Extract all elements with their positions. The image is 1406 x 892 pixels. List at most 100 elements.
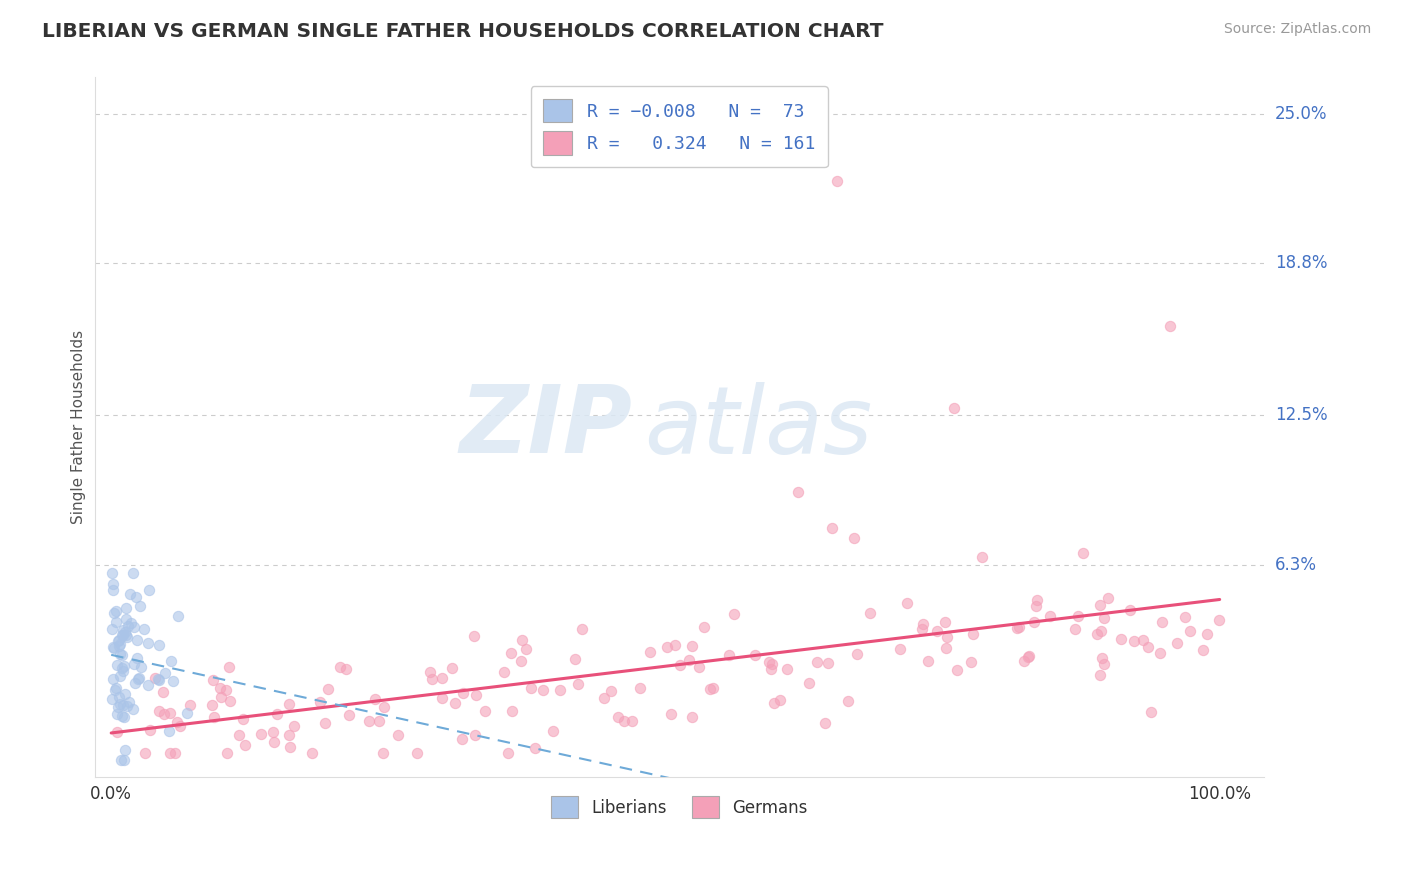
Point bbox=[118, 587, 141, 601]
Point bbox=[101, 576, 124, 591]
Text: LIBERIAN VS GERMAN SINGLE FATHER HOUSEHOLDS CORRELATION CHART: LIBERIAN VS GERMAN SINGLE FATHER HOUSEHO… bbox=[42, 22, 884, 41]
Point bbox=[112, 628, 135, 642]
Point bbox=[163, 746, 186, 760]
Point bbox=[444, 696, 467, 710]
Point bbox=[107, 639, 129, 653]
Point bbox=[112, 623, 135, 637]
Point bbox=[474, 704, 496, 718]
Point bbox=[134, 746, 156, 760]
Point bbox=[111, 628, 134, 642]
Point bbox=[110, 647, 132, 661]
Point bbox=[167, 609, 190, 624]
Point bbox=[131, 660, 153, 674]
Point bbox=[101, 672, 124, 686]
Point bbox=[1008, 620, 1031, 634]
Point bbox=[112, 665, 135, 679]
Point bbox=[1071, 546, 1094, 560]
Point bbox=[451, 685, 474, 699]
Point bbox=[717, 648, 740, 663]
Point bbox=[607, 710, 630, 724]
Point bbox=[122, 620, 145, 634]
Point bbox=[316, 681, 339, 696]
Point bbox=[638, 645, 661, 659]
Point bbox=[628, 681, 651, 695]
Point bbox=[118, 695, 141, 709]
Point bbox=[108, 669, 131, 683]
Text: atlas: atlas bbox=[644, 382, 873, 473]
Point bbox=[263, 734, 285, 748]
Point bbox=[806, 656, 828, 670]
Point bbox=[942, 401, 965, 415]
Point bbox=[1039, 608, 1062, 623]
Point bbox=[1166, 635, 1188, 649]
Point bbox=[122, 566, 145, 580]
Point bbox=[419, 665, 441, 679]
Point bbox=[115, 612, 138, 626]
Point bbox=[232, 712, 254, 726]
Point bbox=[148, 673, 170, 687]
Point bbox=[139, 723, 162, 737]
Point bbox=[935, 640, 957, 655]
Point bbox=[463, 629, 485, 643]
Point bbox=[101, 622, 124, 636]
Point bbox=[837, 694, 859, 708]
Point bbox=[1140, 705, 1163, 719]
Point bbox=[159, 706, 181, 720]
Point bbox=[515, 642, 537, 657]
Point bbox=[218, 694, 240, 708]
Point bbox=[107, 706, 129, 721]
Point bbox=[132, 622, 155, 636]
Point bbox=[896, 596, 918, 610]
Point bbox=[776, 662, 799, 676]
Point bbox=[129, 599, 152, 614]
Point bbox=[669, 658, 692, 673]
Point bbox=[249, 727, 271, 741]
Point bbox=[519, 681, 541, 695]
Point bbox=[301, 746, 323, 760]
Point bbox=[1208, 614, 1230, 628]
Point bbox=[277, 697, 299, 711]
Point bbox=[678, 653, 700, 667]
Point bbox=[114, 687, 136, 701]
Point bbox=[103, 606, 125, 620]
Point bbox=[1192, 642, 1215, 657]
Point bbox=[825, 174, 848, 188]
Point bbox=[278, 739, 301, 754]
Point bbox=[101, 566, 124, 581]
Point bbox=[959, 655, 981, 669]
Point bbox=[693, 620, 716, 634]
Point bbox=[1026, 593, 1049, 607]
Point bbox=[911, 623, 934, 637]
Point bbox=[125, 632, 148, 647]
Point bbox=[498, 746, 520, 760]
Text: 25.0%: 25.0% bbox=[1275, 104, 1327, 122]
Point bbox=[524, 741, 547, 756]
Point bbox=[1088, 598, 1111, 612]
Text: 18.8%: 18.8% bbox=[1275, 254, 1327, 272]
Text: 12.5%: 12.5% bbox=[1275, 406, 1327, 424]
Point bbox=[371, 746, 394, 760]
Point bbox=[368, 714, 391, 728]
Point bbox=[1174, 609, 1197, 624]
Point bbox=[153, 665, 176, 680]
Point bbox=[465, 689, 488, 703]
Point bbox=[115, 630, 138, 644]
Point bbox=[105, 681, 128, 696]
Point bbox=[104, 615, 127, 629]
Point bbox=[1097, 591, 1119, 605]
Point bbox=[122, 657, 145, 671]
Legend: Liberians, Germans: Liberians, Germans bbox=[544, 789, 814, 824]
Point bbox=[208, 681, 231, 696]
Point bbox=[1090, 624, 1112, 639]
Point bbox=[934, 615, 956, 629]
Point bbox=[283, 719, 305, 733]
Point bbox=[202, 710, 225, 724]
Point bbox=[107, 690, 129, 704]
Point bbox=[912, 616, 935, 631]
Point bbox=[1085, 627, 1108, 641]
Point bbox=[373, 699, 395, 714]
Point bbox=[1090, 668, 1112, 682]
Point bbox=[101, 691, 124, 706]
Point bbox=[758, 655, 780, 669]
Point bbox=[125, 651, 148, 665]
